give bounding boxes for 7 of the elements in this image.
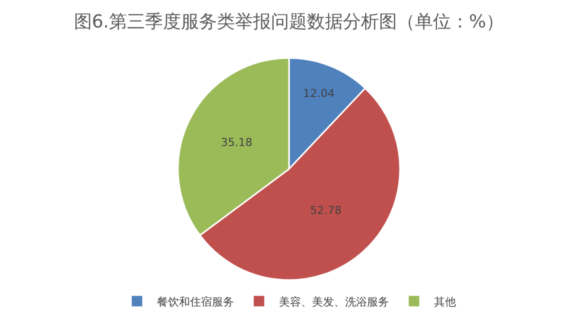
data-label: 12.04: [303, 87, 335, 100]
legend-label: 其他: [434, 295, 456, 308]
chart-title: 图6.第三季度服务类举报问题数据分析图（单位：%）: [74, 12, 504, 33]
data-label: 35.18: [220, 136, 252, 150]
data-label: 52.78: [310, 204, 342, 217]
legend-label: 餐饮和住宿服务: [157, 295, 234, 308]
legend-label: 美容、美发、洗浴服务: [279, 295, 389, 308]
